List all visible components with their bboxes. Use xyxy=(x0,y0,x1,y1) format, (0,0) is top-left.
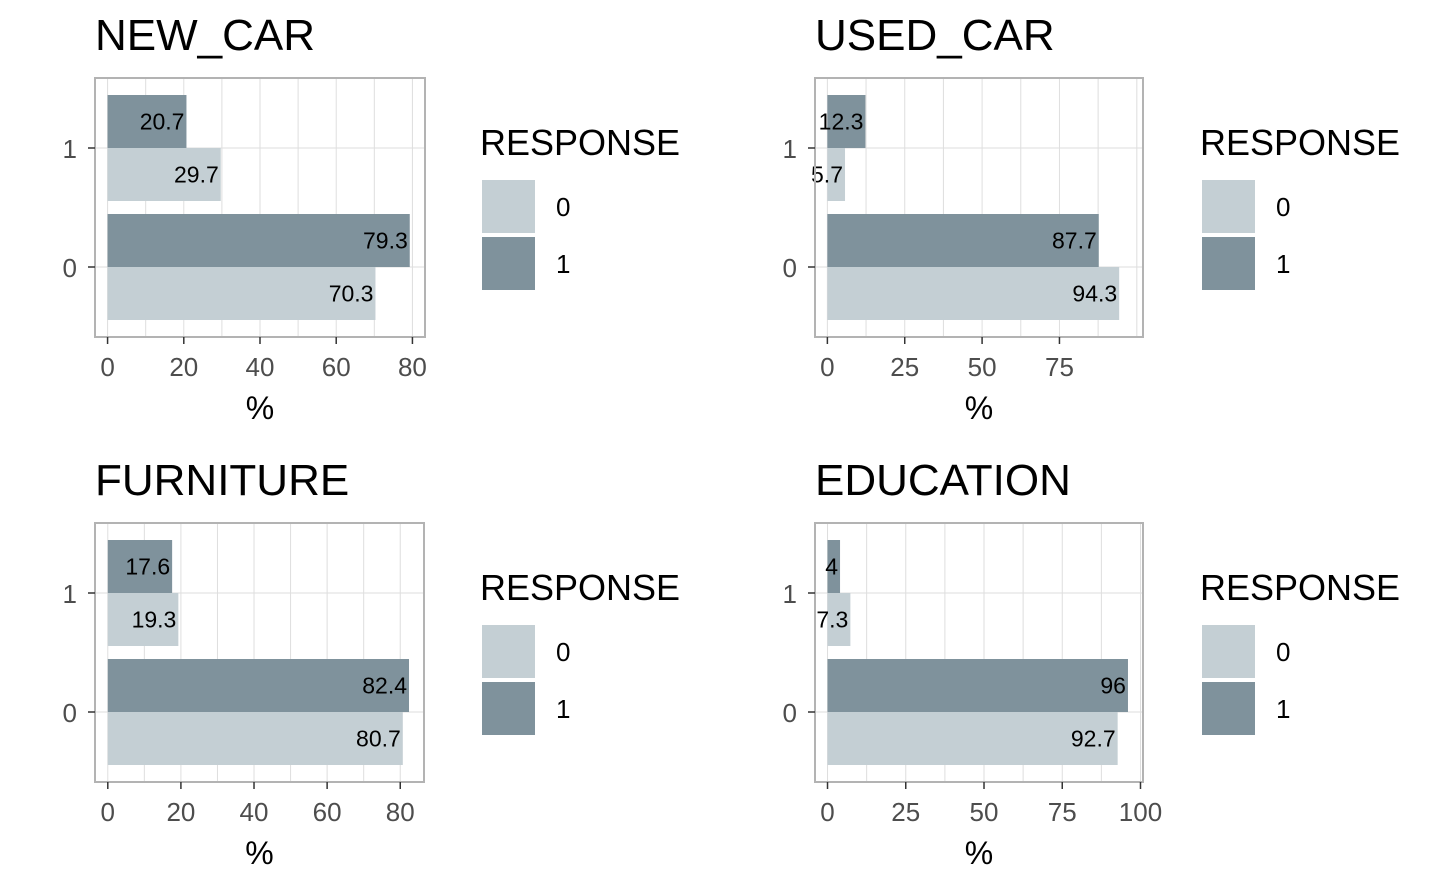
y-tick-label: 1 xyxy=(783,579,797,609)
y-tick-label: 0 xyxy=(63,698,77,728)
bar-label: 19.3 xyxy=(132,607,177,633)
bar xyxy=(827,712,1118,765)
legend-key xyxy=(1202,180,1255,233)
bar xyxy=(107,593,179,646)
x-tick-label: 75 xyxy=(1048,797,1077,827)
bar xyxy=(827,659,1128,712)
facet-panel: EDUCATION 92.7 7.3 96 4 0 1 0 25 50 75 100% RESPONSE… xyxy=(783,456,1401,871)
bar xyxy=(107,95,187,148)
panel-title: USED_CAR xyxy=(815,11,1055,60)
legend: RESPONSE 0 1 xyxy=(1200,567,1400,735)
x-axis-label: % xyxy=(965,835,993,871)
panel-border xyxy=(814,77,1144,338)
x-tick-label: 60 xyxy=(322,352,351,382)
legend-title: RESPONSE xyxy=(480,122,680,163)
y-tick-label: 0 xyxy=(783,253,797,283)
legend-key xyxy=(1202,237,1255,290)
legend: RESPONSE 0 1 xyxy=(480,122,680,290)
y-tick-label: 0 xyxy=(783,698,797,728)
x-tick-label: 0 xyxy=(100,352,114,382)
x-tick-label: 80 xyxy=(398,352,427,382)
bar-label: 20.7 xyxy=(140,109,185,135)
x-tick-label: 75 xyxy=(1045,352,1074,382)
bar-label: 96 xyxy=(1100,673,1126,699)
panel-title: FURNITURE xyxy=(95,456,349,505)
x-tick-label: 40 xyxy=(240,797,269,827)
panel-title: EDUCATION xyxy=(815,456,1071,505)
x-tick-label: 25 xyxy=(890,352,919,382)
bar-label: 79.3 xyxy=(363,228,408,254)
legend-title: RESPONSE xyxy=(1200,122,1400,163)
legend-label: 1 xyxy=(556,249,570,279)
legend-label: 1 xyxy=(1276,249,1290,279)
legend: RESPONSE 0 1 xyxy=(480,567,680,735)
panel-border xyxy=(814,522,1144,783)
legend: RESPONSE 0 1 xyxy=(1200,122,1400,290)
x-tick-label: 25 xyxy=(891,797,920,827)
legend-title: RESPONSE xyxy=(1200,567,1400,608)
bar xyxy=(827,148,846,201)
bar-label: 82.4 xyxy=(362,673,407,699)
legend-label: 0 xyxy=(1276,192,1290,222)
bar-label: 12.3 xyxy=(819,109,864,135)
x-tick-label: 80 xyxy=(386,797,415,827)
legend-key xyxy=(482,682,535,735)
x-tick-label: 50 xyxy=(968,352,997,382)
legend-key xyxy=(482,180,535,233)
bar-label: 94.3 xyxy=(1072,281,1117,307)
x-axis-label: % xyxy=(245,835,273,871)
bar-label: 29.7 xyxy=(174,162,219,188)
y-tick-label: 1 xyxy=(63,134,77,164)
bar-label: 92.7 xyxy=(1071,726,1116,752)
legend-label: 0 xyxy=(556,637,570,667)
x-tick-label: 50 xyxy=(970,797,999,827)
x-tick-label: 40 xyxy=(246,352,275,382)
bar xyxy=(107,540,173,593)
bar xyxy=(827,95,866,148)
x-tick-label: 20 xyxy=(166,797,195,827)
bar xyxy=(107,214,410,267)
panel-border xyxy=(94,522,425,783)
bar xyxy=(827,593,851,646)
bar-label: 87.7 xyxy=(1052,228,1097,254)
bar-label: 4 xyxy=(825,554,838,580)
y-tick-label: 1 xyxy=(63,579,77,609)
legend-key xyxy=(482,237,535,290)
y-tick-label: 1 xyxy=(783,134,797,164)
x-tick-label: 60 xyxy=(313,797,342,827)
legend-label: 1 xyxy=(556,694,570,724)
legend-label: 0 xyxy=(556,192,570,222)
x-tick-label: 100 xyxy=(1119,797,1162,827)
bar-label: 17.6 xyxy=(125,554,170,580)
bar xyxy=(107,712,403,765)
bar xyxy=(107,148,221,201)
x-tick-label: 0 xyxy=(820,352,834,382)
bar-label: 5.7 xyxy=(811,162,843,188)
legend-key xyxy=(1202,682,1255,735)
x-axis-label: % xyxy=(246,390,274,426)
bar-label: 7.3 xyxy=(816,607,848,633)
legend-key xyxy=(482,625,535,678)
bar xyxy=(107,267,376,320)
legend-key xyxy=(1202,625,1255,678)
legend-title: RESPONSE xyxy=(480,567,680,608)
facet-panel: USED_CAR 94.3 5.7 87.7 12.3 0 1 0 25 50 75% RESPONS… xyxy=(783,11,1401,426)
x-axis-label: % xyxy=(965,390,993,426)
legend-label: 1 xyxy=(1276,694,1290,724)
bar xyxy=(827,214,1099,267)
x-tick-label: 20 xyxy=(169,352,198,382)
bar-label: 70.3 xyxy=(329,281,374,307)
bar xyxy=(827,540,841,593)
x-tick-label: 0 xyxy=(820,797,834,827)
bar xyxy=(107,659,410,712)
x-tick-label: 0 xyxy=(101,797,115,827)
bar xyxy=(827,267,1120,320)
legend-label: 0 xyxy=(1276,637,1290,667)
y-tick-label: 0 xyxy=(63,253,77,283)
panel-title: NEW_CAR xyxy=(95,11,315,60)
bar-label: 80.7 xyxy=(356,726,401,752)
